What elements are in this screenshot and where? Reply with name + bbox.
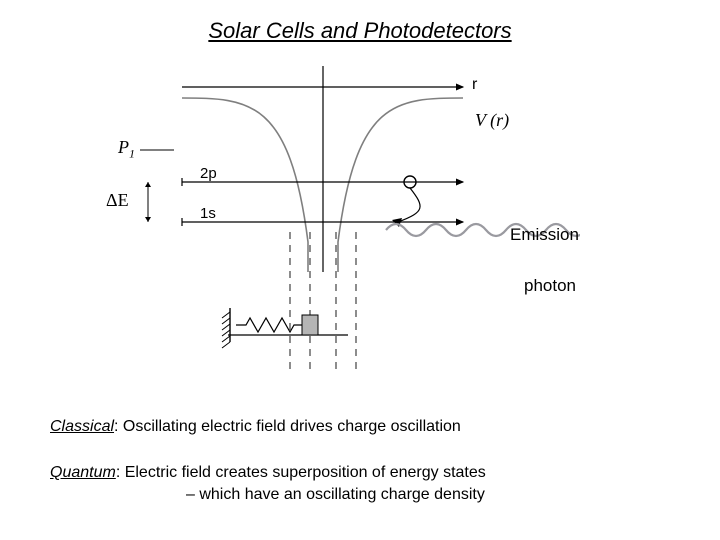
delta-e-label: ΔE [106, 190, 129, 211]
energy-diagram: r V (r) 2p 1s Emission photon P1 ΔE [140, 62, 580, 372]
r-axis-label: r [472, 76, 477, 94]
level-1s-label: 1s [200, 205, 216, 222]
quantum-line2: – which have an oscillating charge densi… [186, 484, 485, 506]
classical-rest: : Oscillating electric field drives char… [114, 418, 461, 435]
p1-label: P1 [118, 137, 135, 162]
p1-sub: 1 [129, 147, 135, 161]
emission-label: Emission [510, 225, 579, 245]
potential-label: V (r) [475, 110, 509, 131]
classical-line: Classical: Oscillating electric field dr… [50, 416, 461, 438]
quantum-label: Quantum [50, 464, 116, 481]
photon-label: photon [524, 276, 576, 296]
slide-title: Solar Cells and Photodetectors [0, 18, 720, 44]
level-2p-label: 2p [200, 165, 217, 182]
quantum-line1: Quantum: Electric field creates superpos… [50, 462, 486, 484]
classical-label: Classical [50, 418, 114, 435]
quantum-rest: : Electric field creates superposition o… [116, 464, 486, 481]
p1-letter: P [118, 137, 129, 157]
slide-root: Solar Cells and Photodetectors r V (r) 2… [0, 0, 720, 540]
